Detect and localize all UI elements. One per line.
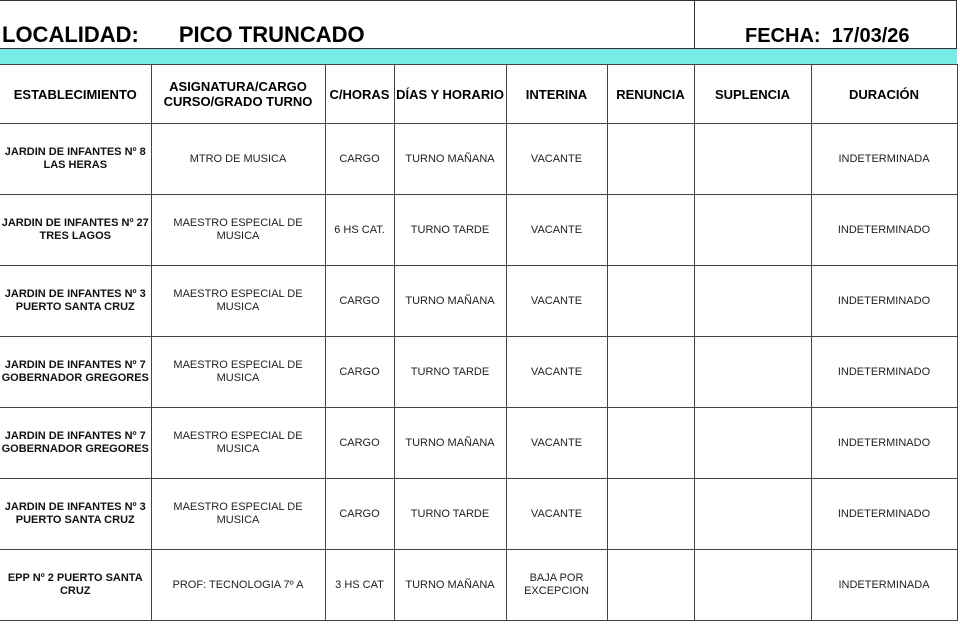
cell-interina: VACANTE bbox=[505, 336, 608, 408]
localidad: LOCALIDAD: PICO TRUNCADO bbox=[2, 22, 365, 48]
cell-establecimiento: JARDIN DE INFANTES Nº 7 GOBERNADOR GREGO… bbox=[0, 336, 152, 408]
column-header-asignatura: ASIGNATURA/CARGO CURSO/GRADO TURNO bbox=[150, 64, 326, 124]
cell-duracion: INDETERMINADO bbox=[810, 336, 958, 408]
cell-duracion: INDETERMINADA bbox=[810, 549, 958, 621]
table-row: EPP Nº 2 PUERTO SANTA CRUZ PROF: TECNOLOG… bbox=[0, 549, 958, 621]
cell-establecimiento: JARDIN DE INFANTES Nº 27 TRES LAGOS bbox=[0, 194, 152, 266]
column-header-c-horas: C/HORAS bbox=[324, 64, 395, 124]
cell-asignatura: MAESTRO ESPECIAL DE MUSICA bbox=[150, 478, 326, 550]
title-bar: LOCALIDAD: PICO TRUNCADO FECHA: 17/03/26 bbox=[0, 0, 957, 49]
cell-asignatura: MAESTRO ESPECIAL DE MUSICA bbox=[150, 194, 326, 266]
cell-dias-horario: TURNO MAÑANA bbox=[393, 123, 507, 195]
column-header-renuncia: RENUNCIA bbox=[606, 64, 695, 124]
cell-renuncia bbox=[606, 265, 695, 337]
cell-c-horas: CARGO bbox=[324, 478, 395, 550]
cell-renuncia bbox=[606, 549, 695, 621]
color-band bbox=[0, 48, 957, 65]
cell-suplencia bbox=[693, 194, 812, 266]
cell-asignatura: MTRO DE MUSICA bbox=[150, 123, 326, 195]
cell-asignatura: MAESTRO ESPECIAL DE MUSICA bbox=[150, 265, 326, 337]
cell-duracion: INDETERMINADA bbox=[810, 123, 958, 195]
column-header-interina: INTERINA bbox=[505, 64, 608, 124]
table-row: JARDIN DE INFANTES Nº 27 TRES LAGOS MAEST… bbox=[0, 194, 958, 266]
cell-c-horas: CARGO bbox=[324, 336, 395, 408]
cell-establecimiento: JARDIN DE INFANTES Nº 3 PUERTO SANTA CRU… bbox=[0, 265, 152, 337]
cell-interina: VACANTE bbox=[505, 265, 608, 337]
cell-c-horas: 3 HS CAT bbox=[324, 549, 395, 621]
cell-dias-horario: TURNO MAÑANA bbox=[393, 549, 507, 621]
cell-interina: VACANTE bbox=[505, 478, 608, 550]
vacancies-table: ESTABLECIMIENTO ASIGNATURA/CARGO CURSO/GR… bbox=[0, 64, 958, 621]
column-header-dias-horario: DÍAS Y HORARIO bbox=[393, 64, 507, 124]
fecha-cell: FECHA: 17/03/26 bbox=[694, 1, 957, 49]
cell-suplencia bbox=[693, 265, 812, 337]
cell-renuncia bbox=[606, 123, 695, 195]
cell-c-horas: CARGO bbox=[324, 407, 395, 479]
fecha-label: FECHA: bbox=[745, 25, 821, 47]
cell-establecimiento: JARDIN DE INFANTES Nº 8 LAS HERAS bbox=[0, 123, 152, 195]
cell-suplencia bbox=[693, 123, 812, 195]
table-row: JARDIN DE INFANTES Nº 7 GOBERNADOR GREGO… bbox=[0, 336, 958, 408]
cell-asignatura: MAESTRO ESPECIAL DE MUSICA bbox=[150, 407, 326, 479]
cell-interina: VACANTE bbox=[505, 194, 608, 266]
table-row: JARDIN DE INFANTES Nº 8 LAS HERAS MTRO DE… bbox=[0, 123, 958, 195]
fecha-value: 17/03/26 bbox=[831, 25, 910, 47]
cell-asignatura: PROF: TECNOLOGIA 7º A bbox=[150, 549, 326, 621]
cell-dias-horario: TURNO MAÑANA bbox=[393, 265, 507, 337]
cell-dias-horario: TURNO MAÑANA bbox=[393, 407, 507, 479]
cell-renuncia bbox=[606, 407, 695, 479]
cell-c-horas: CARGO bbox=[324, 123, 395, 195]
column-header-suplencia: SUPLENCIA bbox=[693, 64, 812, 124]
cell-dias-horario: TURNO TARDE bbox=[393, 194, 507, 266]
table-row: JARDIN DE INFANTES Nº 3 PUERTO SANTA CRU… bbox=[0, 478, 958, 550]
column-header-establecimiento: ESTABLECIMIENTO bbox=[0, 64, 152, 124]
header-row: ESTABLECIMIENTO ASIGNATURA/CARGO CURSO/GR… bbox=[0, 64, 958, 124]
table-row: JARDIN DE INFANTES Nº 3 PUERTO SANTA CRU… bbox=[0, 265, 958, 337]
column-header-duracion: DURACIÓN bbox=[810, 64, 958, 124]
cell-duracion: INDETERMINADO bbox=[810, 407, 958, 479]
cell-renuncia bbox=[606, 194, 695, 266]
cell-renuncia bbox=[606, 336, 695, 408]
cell-duracion: INDETERMINADO bbox=[810, 478, 958, 550]
cell-c-horas: CARGO bbox=[324, 265, 395, 337]
table-row: JARDIN DE INFANTES Nº 7 GOBERNADOR GREGO… bbox=[0, 407, 958, 479]
cell-duracion: INDETERMINADO bbox=[810, 265, 958, 337]
cell-establecimiento: EPP Nº 2 PUERTO SANTA CRUZ bbox=[0, 549, 152, 621]
localidad-value: PICO TRUNCADO bbox=[178, 22, 365, 47]
cell-suplencia bbox=[693, 407, 812, 479]
localidad-label: LOCALIDAD: bbox=[2, 22, 139, 47]
cell-c-horas: 6 HS CAT. bbox=[324, 194, 395, 266]
cell-renuncia bbox=[606, 478, 695, 550]
cell-interina: VACANTE bbox=[505, 123, 608, 195]
cell-suplencia bbox=[693, 549, 812, 621]
cell-interina: BAJA POR EXCEPCION bbox=[505, 549, 608, 621]
cell-suplencia bbox=[693, 478, 812, 550]
cell-interina: VACANTE bbox=[505, 407, 608, 479]
cell-establecimiento: JARDIN DE INFANTES Nº 7 GOBERNADOR GREGO… bbox=[0, 407, 152, 479]
cell-establecimiento: JARDIN DE INFANTES Nº 3 PUERTO SANTA CRU… bbox=[0, 478, 152, 550]
cell-dias-horario: TURNO TARDE bbox=[393, 478, 507, 550]
cell-asignatura: MAESTRO ESPECIAL DE MUSICA bbox=[150, 336, 326, 408]
cell-duracion: INDETERMINADO bbox=[810, 194, 958, 266]
cell-dias-horario: TURNO TARDE bbox=[393, 336, 507, 408]
cell-suplencia bbox=[693, 336, 812, 408]
fecha: FECHA: 17/03/26 bbox=[745, 25, 910, 48]
